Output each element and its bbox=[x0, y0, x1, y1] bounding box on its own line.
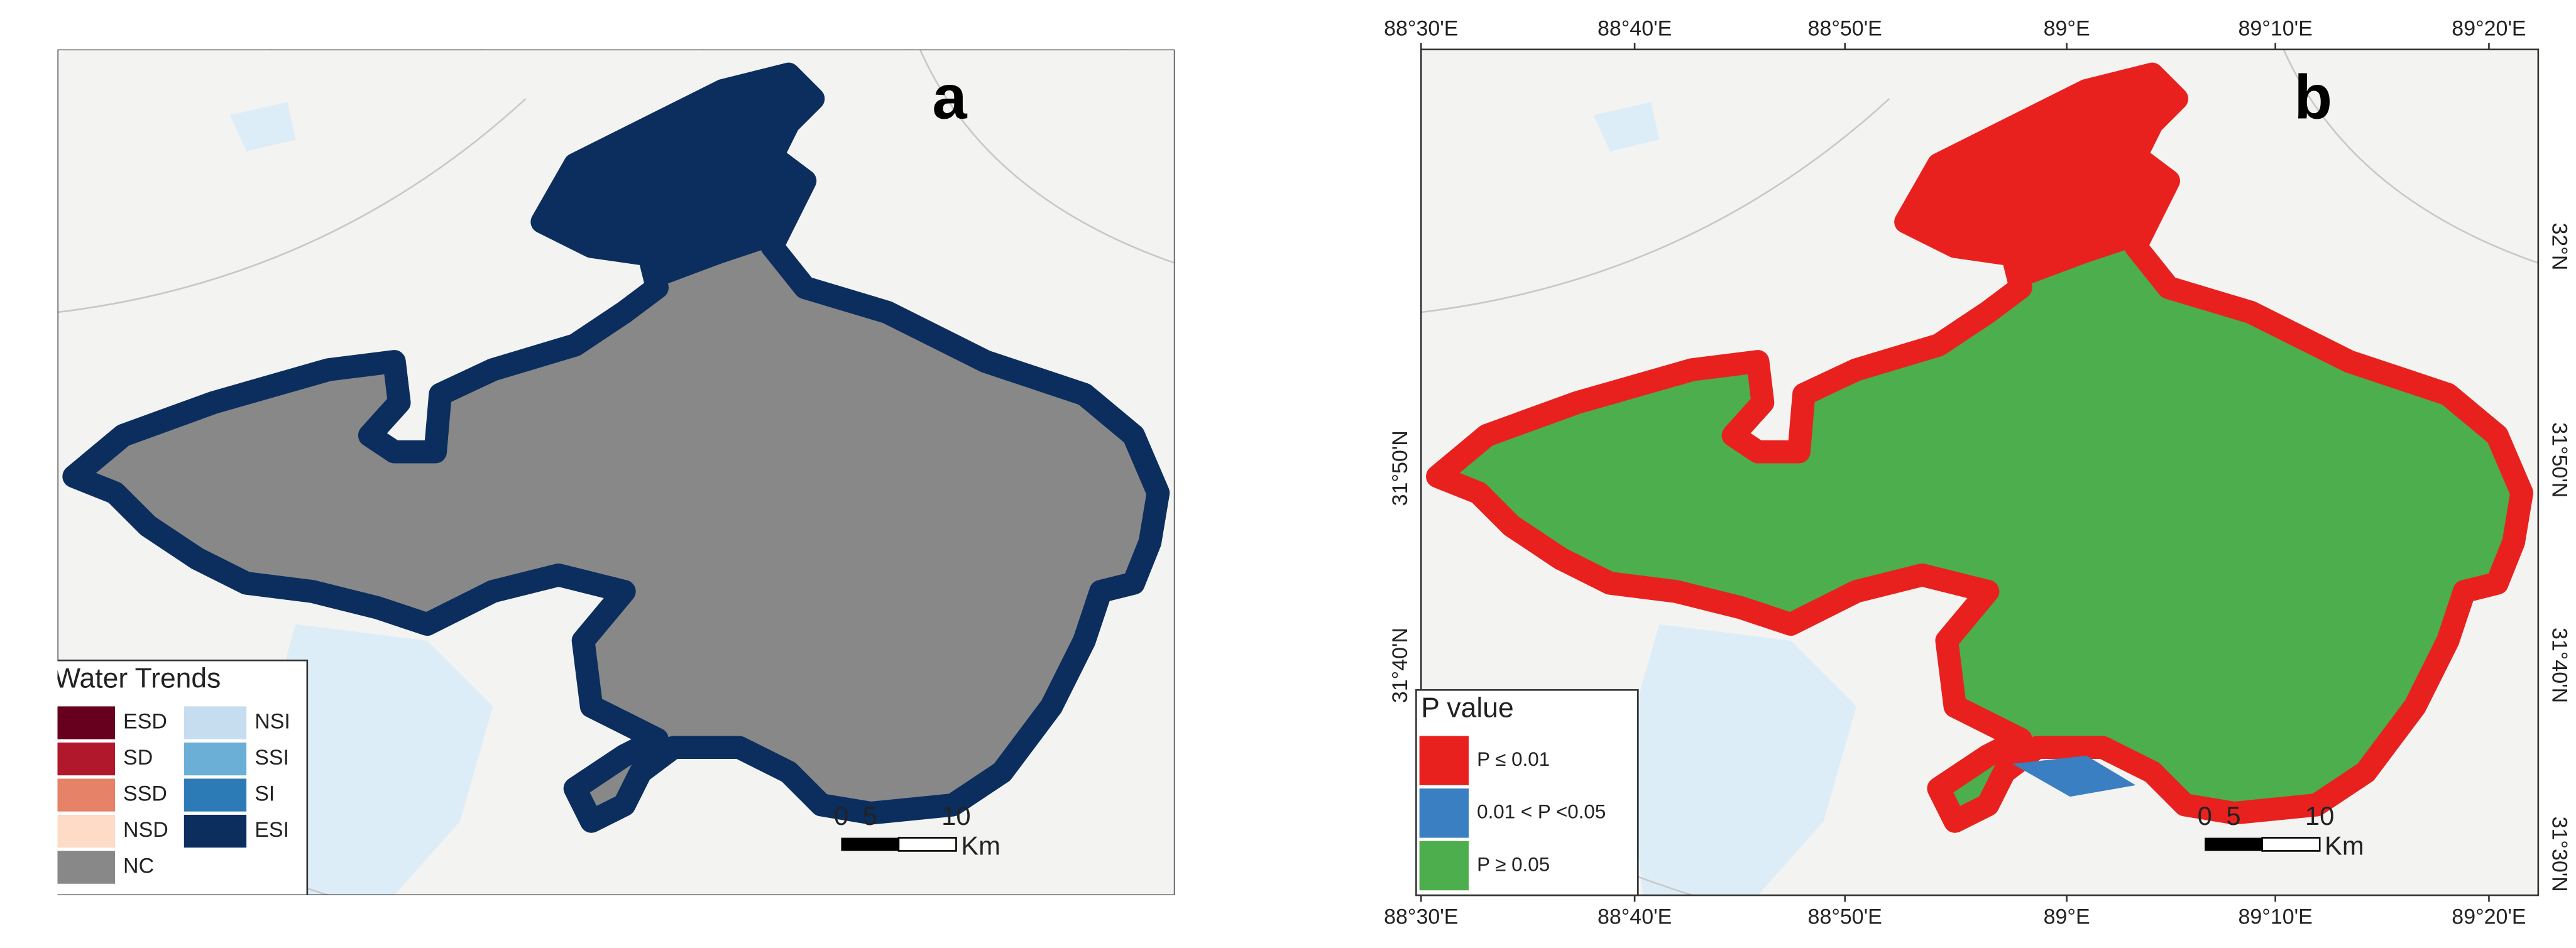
scale-label: 10 bbox=[941, 801, 971, 831]
lat-label: 31°40'N bbox=[25, 628, 48, 703]
map-frame bbox=[1420, 48, 2540, 896]
legend-label: NSD bbox=[123, 818, 168, 842]
lat-label: 31°40'N bbox=[1184, 628, 1208, 703]
lat-label: 31°50'N bbox=[1388, 430, 1412, 506]
legend-title: P value bbox=[1421, 692, 1513, 723]
map-panel: 88°30'E 88°40'E 88°50'E 89°E 89°10'E 89°20'E 8… bbox=[20, 16, 1208, 929]
scale-bar bbox=[841, 837, 899, 851]
scale-label: 0 bbox=[2198, 801, 2212, 831]
lon-label: 88°30'E bbox=[1384, 905, 1458, 929]
scale-unit: Km bbox=[961, 831, 1000, 860]
lat-label: 31°50'N bbox=[2547, 422, 2571, 498]
lon-label: 88°40'E bbox=[1598, 16, 1672, 40]
scale-bar bbox=[2205, 837, 2262, 851]
legend-label: NC bbox=[123, 854, 154, 878]
legend-swatch bbox=[184, 778, 247, 812]
legend-label: SI bbox=[255, 782, 275, 806]
lon-label: 89°20'E bbox=[2452, 16, 2526, 40]
scale-label: 10 bbox=[2305, 801, 2335, 831]
legend-swatch bbox=[57, 814, 115, 848]
legend-swatch bbox=[184, 742, 247, 776]
lon-label: 88°40'E bbox=[234, 16, 308, 40]
legend-label: NSI bbox=[255, 710, 290, 734]
legend-swatch bbox=[1419, 841, 1469, 891]
lat-label: 31°40'N bbox=[2547, 628, 2571, 703]
map-panel: 88°30'E 88°40'E 88°50'E 89°E 89°10'E 89°20'E 8… bbox=[1384, 16, 2571, 929]
panel-letter: b bbox=[2294, 63, 2332, 133]
legend-label: P ≥ 0.05 bbox=[1477, 853, 1550, 875]
lat-label: 32°N bbox=[1184, 222, 1208, 270]
water-body bbox=[263, 624, 493, 896]
legend-label: ESD bbox=[123, 710, 167, 734]
lon-label: 88°30'E bbox=[20, 905, 94, 929]
scale-label: 5 bbox=[2226, 801, 2240, 831]
lon-label: 89°10'E bbox=[2238, 905, 2312, 929]
lat-label: 31°30'N bbox=[2547, 817, 2571, 892]
scale-label: 0 bbox=[834, 801, 848, 831]
lon-label: 89°10'E bbox=[875, 16, 949, 40]
lon-label: 89°E bbox=[680, 905, 726, 929]
water-body bbox=[1593, 102, 1660, 151]
legend-swatch bbox=[57, 851, 115, 884]
legend-swatch bbox=[57, 742, 115, 776]
lon-label: 89°20'E bbox=[2452, 905, 2526, 929]
lake-patch bbox=[2012, 755, 2136, 797]
legend-label: SSI bbox=[255, 746, 289, 770]
lon-label: 89°E bbox=[680, 16, 726, 40]
lon-label: 89°20'E bbox=[1088, 16, 1163, 40]
lon-label: 88°50'E bbox=[444, 16, 518, 40]
legend-label: P ≤ 0.01 bbox=[1477, 748, 1550, 770]
legend-swatch bbox=[57, 778, 115, 812]
lon-label: 88°50'E bbox=[1808, 16, 1882, 40]
lat-label: 31°50'N bbox=[1184, 422, 1208, 498]
lon-label: 88°50'E bbox=[1808, 905, 1882, 929]
legend-label: SD bbox=[123, 746, 153, 770]
lon-label: 88°40'E bbox=[1598, 905, 1672, 929]
lon-label: 88°40'E bbox=[234, 905, 308, 929]
lat-label: 31°40'N bbox=[1388, 628, 1412, 703]
legend-label: 0.01 < P <0.05 bbox=[1477, 801, 1606, 823]
legend-swatch bbox=[1419, 736, 1469, 785]
panel-letter: a bbox=[932, 63, 967, 133]
legend-swatch bbox=[57, 706, 115, 739]
lon-label: 89°10'E bbox=[2238, 16, 2312, 40]
legend-swatch bbox=[184, 814, 247, 848]
lat-label: 31°50'N bbox=[25, 430, 48, 506]
lon-label: 88°30'E bbox=[20, 16, 94, 40]
legend-title: Water Trends bbox=[54, 663, 221, 694]
legend-swatch bbox=[184, 706, 247, 739]
lon-label: 88°50'E bbox=[444, 905, 518, 929]
lon-label: 88°30'E bbox=[1384, 16, 1458, 40]
scale-bar bbox=[897, 837, 957, 852]
lon-label: 89°20'E bbox=[1088, 905, 1163, 929]
legend-swatch bbox=[1419, 788, 1469, 838]
scale-bar bbox=[2261, 837, 2321, 852]
lon-label: 89°E bbox=[2044, 16, 2090, 40]
scale-label: 5 bbox=[863, 801, 877, 831]
water-body bbox=[1626, 624, 1856, 896]
scale-unit: Km bbox=[2325, 831, 2364, 860]
lon-label: 89°10'E bbox=[875, 905, 949, 929]
lon-label: 89°E bbox=[2044, 905, 2090, 929]
lat-label: 32°N bbox=[2547, 222, 2571, 270]
legend-label: ESI bbox=[255, 818, 289, 842]
water-body bbox=[229, 102, 296, 151]
legend-label: SSD bbox=[123, 782, 167, 806]
